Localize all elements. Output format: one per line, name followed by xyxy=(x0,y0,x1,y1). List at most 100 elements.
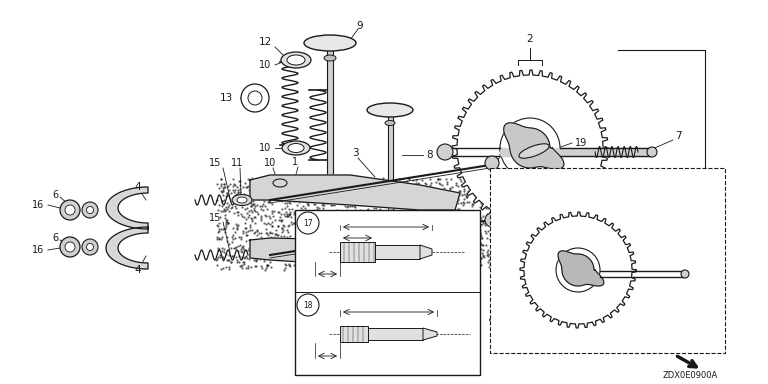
Point xyxy=(391,194,403,200)
Point xyxy=(341,238,353,244)
Point xyxy=(333,265,346,271)
Point xyxy=(464,235,476,241)
Point xyxy=(450,240,462,246)
Point xyxy=(503,257,515,263)
Point xyxy=(325,177,337,183)
Point xyxy=(300,241,313,247)
Point xyxy=(488,264,500,270)
Point xyxy=(374,257,386,263)
Point xyxy=(425,184,437,190)
Point xyxy=(410,264,422,270)
Point xyxy=(323,234,335,240)
Point xyxy=(285,180,297,186)
Point xyxy=(239,220,251,227)
Point xyxy=(329,265,341,271)
Point xyxy=(351,245,363,252)
Point xyxy=(506,242,518,248)
Point xyxy=(492,217,505,223)
Point xyxy=(358,197,370,204)
Point xyxy=(270,243,282,250)
Point xyxy=(279,261,291,267)
Point xyxy=(421,213,433,219)
Point xyxy=(223,266,235,272)
Point xyxy=(255,262,267,268)
Point xyxy=(349,207,361,214)
Point xyxy=(473,233,485,239)
Point xyxy=(455,235,468,242)
Point xyxy=(233,253,245,259)
Point xyxy=(238,247,250,253)
Point xyxy=(321,235,333,242)
Point xyxy=(378,220,390,227)
Point xyxy=(212,229,224,235)
Point xyxy=(498,241,510,247)
Point xyxy=(443,189,455,195)
Point xyxy=(481,193,493,199)
Point xyxy=(310,215,323,221)
Point xyxy=(259,251,271,257)
Point xyxy=(277,242,290,248)
Point xyxy=(427,190,439,197)
Point xyxy=(279,214,291,220)
Point xyxy=(236,265,248,271)
Point xyxy=(480,205,492,211)
Text: 17: 17 xyxy=(352,316,356,324)
Point xyxy=(283,199,296,205)
Point xyxy=(392,202,404,209)
Point xyxy=(498,223,510,229)
Point xyxy=(501,179,513,185)
Point xyxy=(270,232,283,238)
Point xyxy=(455,245,468,251)
Point xyxy=(488,223,500,229)
Point xyxy=(445,227,458,233)
Point xyxy=(491,233,503,240)
Point xyxy=(328,201,340,207)
Point xyxy=(239,254,251,260)
Point xyxy=(513,180,525,186)
Point xyxy=(440,196,452,202)
Point xyxy=(509,252,521,258)
Point xyxy=(444,229,456,235)
Point xyxy=(475,262,488,268)
Point xyxy=(347,210,359,217)
Bar xyxy=(368,328,423,340)
Point xyxy=(427,209,439,215)
Point xyxy=(455,236,467,242)
Point xyxy=(491,246,503,252)
Point xyxy=(375,253,387,260)
Point xyxy=(237,214,250,220)
Point xyxy=(283,262,295,268)
Point xyxy=(217,208,229,214)
Point xyxy=(511,230,524,236)
Point xyxy=(422,230,435,236)
Point xyxy=(296,247,308,253)
Point xyxy=(291,225,303,231)
Point xyxy=(385,182,397,188)
Point xyxy=(228,194,240,200)
Point xyxy=(404,185,416,191)
Point xyxy=(511,199,523,205)
Point xyxy=(412,245,424,251)
Point xyxy=(302,202,314,208)
Point xyxy=(217,187,229,193)
Point xyxy=(293,199,305,205)
Point xyxy=(293,194,306,200)
Point xyxy=(473,192,485,198)
Point xyxy=(233,197,246,203)
Point xyxy=(286,206,298,212)
Point xyxy=(467,258,479,265)
Point xyxy=(218,226,230,232)
Point xyxy=(280,211,293,217)
Point xyxy=(290,245,303,251)
Point xyxy=(306,243,319,249)
Point xyxy=(280,209,292,215)
Point xyxy=(429,207,442,213)
Point xyxy=(356,263,368,269)
Point xyxy=(432,242,444,248)
Point xyxy=(425,251,437,257)
Point xyxy=(513,184,525,190)
Point xyxy=(429,224,442,230)
Point xyxy=(256,203,268,209)
Point xyxy=(266,218,278,225)
Point xyxy=(251,209,263,215)
